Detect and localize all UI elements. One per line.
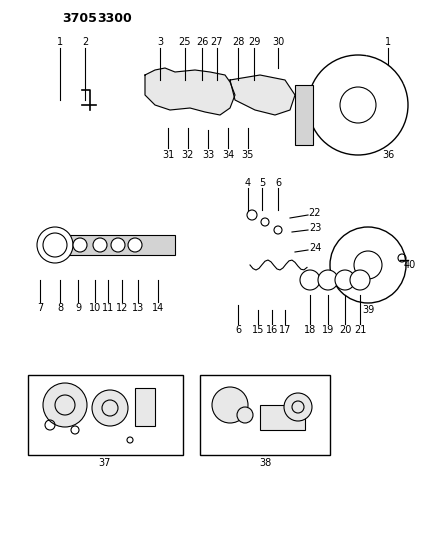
Text: 38: 38 [259,458,271,468]
Text: 8: 8 [57,303,63,313]
Text: 31: 31 [162,150,174,160]
Bar [200,375,330,455]
Text: 3: 3 [157,37,163,47]
Circle shape [237,407,253,423]
Text: 35: 35 [242,150,254,160]
Text: 6: 6 [275,178,281,188]
Text: 4: 4 [245,178,251,188]
Bar [260,405,305,430]
Text: 23: 23 [309,223,321,233]
Text: 39: 39 [362,305,374,315]
Bar [45,235,175,255]
Text: 16: 16 [266,325,278,335]
Text: 6: 6 [235,325,241,335]
Text: 34: 34 [222,150,234,160]
Text: 21: 21 [354,325,366,335]
Text: 1: 1 [57,37,63,47]
Text: 18: 18 [304,325,316,335]
Text: 27: 27 [211,37,223,47]
Text: 11: 11 [102,303,114,313]
Circle shape [212,387,248,423]
Bar [295,85,313,145]
Text: 25: 25 [179,37,191,47]
Text: 40: 40 [404,260,416,270]
Text: 30: 30 [272,37,284,47]
Text: 19: 19 [322,325,334,335]
Text: 5: 5 [259,178,265,188]
Text: 10: 10 [89,303,101,313]
Text: 3705: 3705 [62,12,98,25]
Text: 24: 24 [309,243,321,253]
Text: 37: 37 [99,458,111,468]
Text: 7: 7 [37,303,43,313]
Circle shape [300,270,320,290]
Text: 14: 14 [152,303,164,313]
Text: 20: 20 [339,325,351,335]
Text: 26: 26 [196,37,208,47]
Text: 13: 13 [132,303,144,313]
Circle shape [318,270,338,290]
Circle shape [93,238,107,252]
Text: 29: 29 [248,37,260,47]
Circle shape [73,238,87,252]
Text: 17: 17 [279,325,291,335]
Text: 33: 33 [202,150,214,160]
Text: 12: 12 [116,303,128,313]
Text: 22: 22 [309,208,321,218]
Text: 28: 28 [232,37,244,47]
Circle shape [350,270,370,290]
Circle shape [92,390,128,426]
Polygon shape [230,75,295,115]
Text: 1: 1 [385,37,391,47]
Text: 15: 15 [252,325,264,335]
Circle shape [128,238,142,252]
Text: 36: 36 [382,150,394,160]
Bar [28,375,183,455]
Polygon shape [145,68,235,115]
Bar [135,388,155,426]
Circle shape [111,238,125,252]
Circle shape [37,227,73,263]
Circle shape [284,393,312,421]
Text: 3300: 3300 [98,12,132,25]
Text: 2: 2 [82,37,88,47]
Circle shape [43,383,87,427]
Text: 9: 9 [75,303,81,313]
Text: 32: 32 [182,150,194,160]
Circle shape [335,270,355,290]
